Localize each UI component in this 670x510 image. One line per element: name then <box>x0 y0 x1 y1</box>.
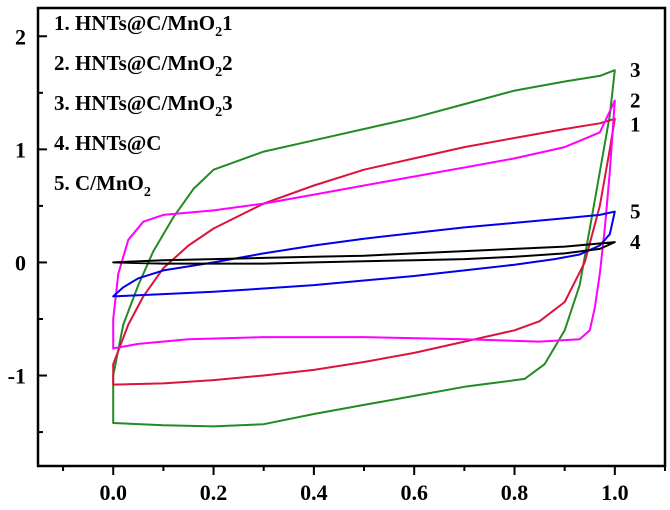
curve-label-4: 4 <box>630 230 641 254</box>
x-tick-label: 1.0 <box>601 480 629 505</box>
y-axis: -1 0 1 2 <box>8 24 47 434</box>
curve-labels: 3 12 5 4 <box>630 58 641 254</box>
legend-entry-1: 1. HNTs@C/MnO21 <box>54 11 233 40</box>
y-tick-label: 0 <box>15 250 26 275</box>
x-tick-label: 0.8 <box>501 480 529 505</box>
legend: 1. HNTs@C/MnO21 2. HNTs@C/MnO22 3. HNTs@C/… <box>54 11 233 200</box>
series-curve-5 <box>112 210 616 298</box>
legend-entry-5: 5. C/MnO2 <box>54 171 151 200</box>
x-axis: 0.0 0.2 0.4 0.6 0.8 1.0 <box>62 466 666 505</box>
curve-label-2: 2 <box>630 89 641 113</box>
legend-entry-3: 3. HNTs@C/MnO23 <box>54 91 233 120</box>
series-curve-3 <box>112 69 616 428</box>
x-tick-label: 0.0 <box>99 480 127 505</box>
series-curve-4 <box>112 241 616 265</box>
legend-entry-2: 2. HNTs@C/MnO22 <box>54 51 233 80</box>
curve-label-3: 3 <box>630 58 641 82</box>
x-tick-label: 0.4 <box>300 480 328 505</box>
x-tick-label: 0.2 <box>200 480 228 505</box>
x-tick-label: 0.6 <box>400 480 428 505</box>
y-tick-label: 2 <box>15 24 26 49</box>
plot-frame <box>36 6 667 468</box>
curve-label-1: 1 <box>630 113 641 137</box>
series-curve-2 <box>112 99 616 350</box>
series-curve-1 <box>112 117 616 386</box>
curve-label-5: 5 <box>630 200 641 224</box>
plot-curves <box>112 69 616 428</box>
y-tick-label: -1 <box>8 364 26 389</box>
y-tick-label: 1 <box>15 137 26 162</box>
legend-entry-4: 4. HNTs@C <box>54 131 161 155</box>
